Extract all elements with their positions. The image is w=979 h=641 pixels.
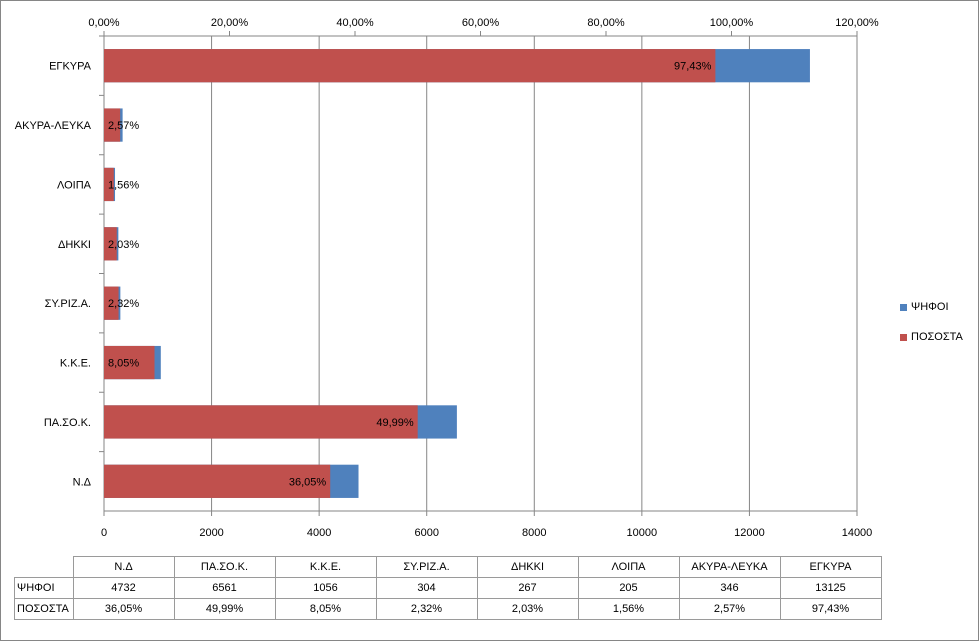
category-label: Ν.Δ [73,476,92,488]
table-cell: 36,05% [72,598,175,620]
table-column-header: ΛΟΙΠΑ [577,556,680,578]
category-label: ΑΚΥΡΑ-ΛΕΥΚΑ [15,120,92,132]
table-cell: 346 [678,577,781,599]
table-column-header: ΠΑ.ΣΟ.Κ. [173,556,276,578]
top-axis-tick-label: 40,00% [336,17,374,29]
bottom-axis-tick-label: 2000 [199,527,223,539]
table-cell: 4732 [72,577,175,599]
table-cell: 97,43% [779,598,882,620]
bottom-axis-tick-label: 8000 [522,527,546,539]
top-axis-tick-label: 20,00% [211,17,249,29]
category-label: ΠΑ.ΣΟ.Κ. [44,417,91,429]
top-axis-tick-label: 120,00% [835,17,879,29]
bottom-axis-tick-label: 12000 [734,527,765,539]
bottom-axis-tick-label: 0 [101,527,107,539]
table-column-header: Ν.Δ [72,556,175,578]
bottom-axis-tick-label: 14000 [842,527,873,539]
table-column-header: ΕΓΚΥΡΑ [779,556,882,578]
table-column-header: ΣΥ.ΡΙΖ.Α. [375,556,478,578]
table-row: ΠΟΣΟΣΤΑ 36,05% 49,99% 8,05% 2,32% 2,03% 1,56% 2… [14,598,882,620]
table-cell: 2,32% [375,598,478,620]
table-cell: 1,56% [577,598,680,620]
bottom-axis-tick-label: 6000 [414,527,438,539]
table-header-row: Ν.Δ ΠΑ.ΣΟ.Κ. Κ.Κ.Ε. ΣΥ.ΡΙΖ.Α. ΔΗΚΚΙ ΛΟΙΠΑ ΑΚΥΡ… [14,556,882,578]
legend-item: ΨΗΦΟΙ [900,300,963,314]
table-row: ΨΗΦΟΙ 4732 6561 1056 304 267 205 346 13125 [14,577,882,599]
percent-data-label: 2,03% [108,239,139,251]
bar-percent [104,227,117,261]
table-cell: 13125 [779,577,882,599]
percent-data-label: 36,05% [289,476,327,488]
bar-percent [104,167,114,202]
table-cell: 304 [375,577,478,599]
legend: ΨΗΦΟΙ ΠΟΣΟΣΤΑ [900,300,963,360]
percent-data-label: 8,05% [108,358,139,370]
table-cell: 1056 [274,577,377,599]
percent-data-label: 1,56% [108,179,139,191]
category-label: ΛΟΙΠΑ [57,179,92,191]
legend-swatch [900,303,907,311]
percent-data-label: 97,43% [674,61,712,73]
top-axis-tick-label: 60,00% [462,17,500,29]
top-axis-tick-label: 100,00% [710,17,754,29]
table-row-header: ΨΗΦΟΙ [14,577,74,599]
table-column-header: ΔΗΚΚΙ [476,556,579,578]
bar-percent [104,345,155,380]
category-label: ΣΥ.ΡΙΖ.Α. [45,298,91,310]
category-label: Κ.Κ.Ε. [60,358,91,370]
bottom-axis-tick-label: 4000 [307,527,331,539]
table-cell: 267 [476,577,579,599]
table-row-header: ΠΟΣΟΣΤΑ [14,598,74,620]
legend-item: ΠΟΣΟΣΤΑ [900,330,963,344]
table-body: ΨΗΦΟΙ 4732 6561 1056 304 267 205 346 13125 ΠΟΣΟΣΤ… [14,577,882,620]
percent-data-label: 49,99% [376,417,414,429]
bar-percent [104,286,119,320]
table-cell: 8,05% [274,598,377,620]
data-table: Ν.Δ ΠΑ.ΣΟ.Κ. Κ.Κ.Ε. ΣΥ.ΡΙΖ.Α. ΔΗΚΚΙ ΛΟΙΠΑ ΑΚΥΡ… [14,556,882,620]
plot-area-border [103,35,858,512]
top-axis-tick-label: 80,00% [587,17,625,29]
legend-label: ΨΗΦΟΙ [911,301,949,313]
percent-data-label: 2,32% [108,298,139,310]
table-corner [14,556,74,578]
bar-percent [104,405,418,439]
top-axis-tick-label: 0,00% [88,17,119,29]
legend-label: ΠΟΣΟΣΤΑ [911,331,963,343]
bar-percent [104,108,121,142]
category-label: ΔΗΚΚΙ [58,239,91,251]
percent-data-label: 2,57% [108,120,139,132]
legend-swatch [900,333,907,341]
table-cell: 49,99% [173,598,276,620]
table-cell: 2,03% [476,598,579,620]
bar-percent [104,464,331,498]
bottom-axis-tick-label: 10000 [627,527,658,539]
category-label: ΕΓΚΥΡΑ [49,61,92,73]
bar-percent [104,49,716,83]
table-column-header: Κ.Κ.Ε. [274,556,377,578]
table-column-header: ΑΚΥΡΑ-ΛΕΥΚΑ [678,556,781,578]
table-cell: 205 [577,577,680,599]
table-cell: 6561 [173,577,276,599]
table-cell: 2,57% [678,598,781,620]
